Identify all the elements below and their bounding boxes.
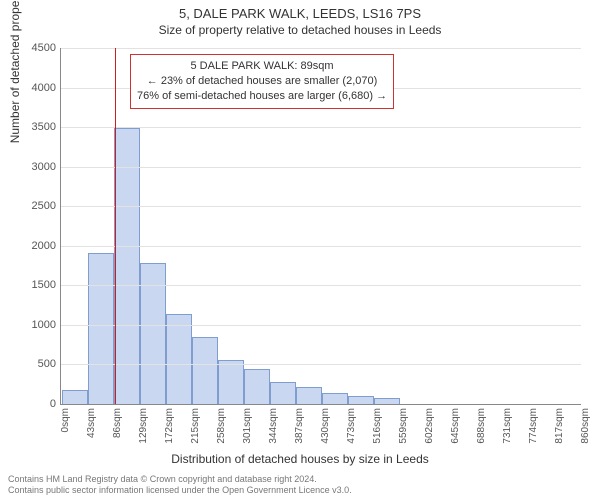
- histogram-bar: [62, 390, 88, 404]
- x-tick-label: 731sqm: [502, 408, 513, 448]
- histogram-bar: [322, 393, 348, 404]
- footer-line2: Contains public sector information licen…: [8, 485, 352, 496]
- x-tick-label: 645sqm: [450, 408, 461, 448]
- x-tick-label: 129sqm: [138, 408, 149, 448]
- x-axis-label: Distribution of detached houses by size …: [0, 452, 600, 466]
- x-tick-label: 301sqm: [242, 408, 253, 448]
- x-tick-label: 516sqm: [372, 408, 383, 448]
- x-tick-label: 344sqm: [268, 408, 279, 448]
- chart-title: 5, DALE PARK WALK, LEEDS, LS16 7PS: [0, 0, 600, 21]
- histogram-bar: [192, 337, 218, 404]
- footer-text: Contains HM Land Registry data © Crown c…: [8, 474, 352, 496]
- histogram-bar: [270, 382, 296, 404]
- marker-line: [115, 48, 116, 404]
- histogram-bar: [244, 369, 270, 404]
- x-tick-label: 86sqm: [112, 408, 123, 448]
- histogram-bar: [296, 387, 322, 404]
- x-tick-label: 215sqm: [190, 408, 201, 448]
- x-tick-label: 860sqm: [580, 408, 591, 448]
- annotation-line2: ← 23% of detached houses are smaller (2,…: [137, 74, 387, 89]
- gridline: [61, 364, 581, 365]
- histogram-bar: [88, 253, 114, 404]
- y-tick-label: 500: [6, 358, 56, 370]
- x-tick-label: 688sqm: [476, 408, 487, 448]
- x-tick-label: 172sqm: [164, 408, 175, 448]
- annotation-line3: 76% of semi-detached houses are larger (…: [137, 89, 387, 104]
- x-tick-label: 258sqm: [216, 408, 227, 448]
- y-tick-label: 4500: [6, 42, 56, 54]
- x-tick-label: 817sqm: [554, 408, 565, 448]
- histogram-bar: [140, 263, 166, 404]
- x-tick-label: 473sqm: [346, 408, 357, 448]
- y-tick-label: 3000: [6, 161, 56, 173]
- y-tick-label: 0: [6, 398, 56, 410]
- x-tick-label: 774sqm: [528, 408, 539, 448]
- gridline: [61, 127, 581, 128]
- histogram-bar: [166, 314, 192, 404]
- y-tick-label: 4000: [6, 82, 56, 94]
- x-tick-label: 43sqm: [86, 408, 97, 448]
- y-tick-label: 2000: [6, 240, 56, 252]
- histogram-bar: [348, 396, 374, 404]
- gridline: [61, 325, 581, 326]
- y-tick-label: 3500: [6, 121, 56, 133]
- y-tick-label: 2500: [6, 200, 56, 212]
- x-tick-label: 387sqm: [294, 408, 305, 448]
- gridline: [61, 285, 581, 286]
- gridline: [61, 48, 581, 49]
- histogram-bar: [218, 360, 244, 404]
- x-tick-label: 430sqm: [320, 408, 331, 448]
- footer-line1: Contains HM Land Registry data © Crown c…: [8, 474, 352, 485]
- gridline: [61, 167, 581, 168]
- chart-container: 5, DALE PARK WALK, LEEDS, LS16 7PS Size …: [0, 0, 600, 500]
- y-tick-label: 1500: [6, 279, 56, 291]
- x-tick-label: 559sqm: [398, 408, 409, 448]
- annotation-box: 5 DALE PARK WALK: 89sqm ← 23% of detache…: [130, 54, 394, 109]
- gridline: [61, 246, 581, 247]
- x-tick-label: 602sqm: [424, 408, 435, 448]
- chart-subtitle: Size of property relative to detached ho…: [0, 21, 600, 37]
- gridline: [61, 206, 581, 207]
- y-tick-label: 1000: [6, 319, 56, 331]
- histogram-bar: [374, 398, 400, 404]
- annotation-line1: 5 DALE PARK WALK: 89sqm: [137, 59, 387, 74]
- x-tick-label: 0sqm: [60, 408, 71, 448]
- histogram-bar: [114, 128, 140, 404]
